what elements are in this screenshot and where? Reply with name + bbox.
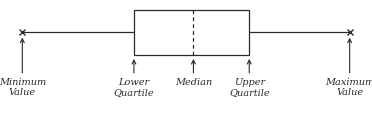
- Text: Median: Median: [175, 78, 212, 87]
- Text: Maximum
Value: Maximum Value: [325, 78, 372, 97]
- Text: Lower
Quartile: Lower Quartile: [113, 78, 154, 97]
- Bar: [134, 10, 249, 55]
- Text: Minimum
Value: Minimum Value: [0, 78, 46, 97]
- Text: Upper
Quartile: Upper Quartile: [229, 78, 270, 97]
